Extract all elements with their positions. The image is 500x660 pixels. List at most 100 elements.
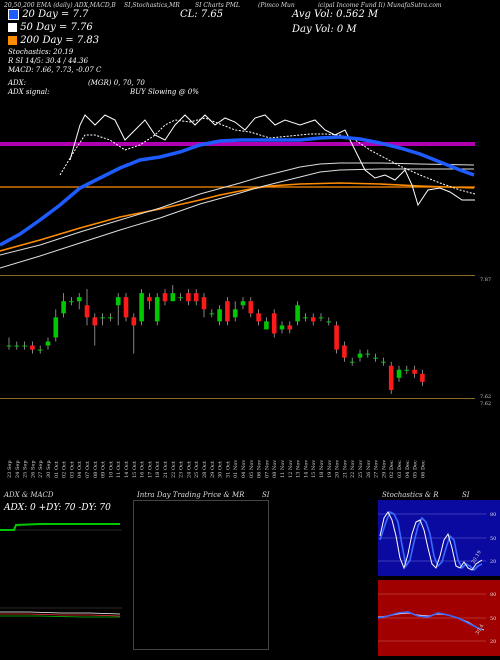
date-tick-label: 06 Nov: [257, 460, 263, 478]
adx-line: [0, 523, 120, 531]
candle-body: [365, 353, 371, 355]
date-tick-label: 04 Oct: [77, 461, 83, 478]
date-tick-label: 08 Nov: [272, 460, 278, 478]
date-tick-label: 29 Oct: [210, 461, 216, 478]
candle-body: [349, 361, 355, 363]
date-tick-label: 14 Oct: [124, 461, 130, 478]
candle-body: [232, 309, 238, 318]
chart-title-name: (Pimco Mun: [258, 2, 295, 9]
date-tick-label: 03 Dec: [397, 460, 403, 478]
chart-title-ticker: SI Charts PML: [195, 2, 240, 9]
date-tick-label: 01 Oct: [54, 461, 60, 478]
candle-body: [248, 301, 254, 314]
chart-title-left: 20,50,200 EMA (daily) ADX,MACD,B: [4, 2, 116, 9]
candle-body: [326, 321, 332, 323]
candle-body: [373, 357, 378, 359]
rsi-tick-50: 50: [490, 616, 496, 622]
candle-body: [115, 297, 121, 306]
candle-body: [178, 297, 183, 299]
date-tick-label: 04 Nov: [241, 460, 247, 478]
date-tick-label: 01 Nov: [233, 460, 239, 478]
date-tick-label: 21 Nov: [342, 460, 348, 478]
ema20-legend: 20 Day = 7.7: [22, 9, 89, 20]
date-tick-label: 18 Oct: [155, 461, 161, 478]
candle-body: [69, 301, 74, 303]
candle-body: [162, 293, 168, 302]
date-tick-label: 18 Nov: [319, 460, 325, 478]
stochastic-dotted-line: [59, 117, 476, 195]
candle-body: [84, 305, 90, 318]
rsi-last-value: 30.4: [475, 623, 486, 636]
candle-body: [108, 317, 113, 319]
intraday-panel-si: SI: [262, 491, 270, 499]
date-tick-label: 25 Oct: [194, 461, 200, 478]
date-tick-label: 29 Nov: [381, 460, 387, 478]
candle-body: [45, 341, 51, 346]
date-tick-label: 05 Dec: [413, 460, 419, 478]
date-tick-label: 15 Nov: [311, 460, 317, 478]
ema200-legend: 200 Day = 7.83: [20, 35, 100, 46]
intraday-panel: [133, 500, 269, 650]
date-tick-label: 25 Sep: [23, 460, 29, 478]
candle-body: [100, 317, 105, 319]
date-tick-label: 12 Nov: [288, 460, 294, 478]
date-tick-label: 14 Nov: [303, 460, 309, 478]
lower-price-label-2: 7.62: [480, 401, 492, 407]
candle-body: [334, 325, 339, 350]
candle-body: [342, 345, 347, 358]
chart-title-source: icipal Income Fund Ii) MunafaSutra.com: [318, 2, 442, 9]
date-tick-label: 27 Nov: [374, 460, 380, 478]
adx-values: ADX: 0 +DY: 70 -DY: 70: [4, 503, 111, 513]
candle-body: [295, 305, 300, 322]
ema50-line: [0, 162, 475, 256]
candle-body: [396, 369, 402, 378]
chart-title-mid: SI,Stochastics,MR: [124, 2, 180, 9]
candle-body: [271, 313, 277, 334]
stochastic-k-line: [379, 511, 483, 571]
date-tick-label: 02 Oct: [62, 461, 68, 478]
macd-line: [0, 611, 121, 615]
candle-body: [209, 313, 215, 315]
candle-body: [14, 345, 20, 347]
candle-body: [256, 313, 261, 322]
date-tick-label: 24 Oct: [186, 461, 192, 478]
rsi-line: [378, 611, 483, 631]
stochastics-readout: Stochastics: 20.19: [8, 48, 74, 56]
candle-body: [37, 349, 43, 351]
ema200-line: [0, 182, 475, 252]
date-tick-label: 05 Nov: [249, 460, 255, 478]
date-tick-label: 08 Oct: [93, 461, 99, 478]
date-tick-label: 20 Nov: [335, 460, 341, 478]
date-tick-label: 09 Oct: [101, 461, 107, 478]
adx-signal-label: ADX signal:: [8, 88, 50, 96]
date-tick-label: 11 Oct: [116, 461, 122, 478]
date-tick-label: 07 Oct: [85, 461, 91, 478]
date-tick-label: 19 Nov: [327, 460, 333, 478]
candle-body: [381, 361, 386, 363]
date-tick-label: 23 Oct: [179, 461, 185, 478]
price-line: [69, 114, 475, 207]
rsi-tick-80: 80: [490, 592, 496, 598]
candle-body: [303, 317, 308, 319]
candle-body: [310, 317, 316, 322]
candle-body: [6, 345, 12, 347]
stochastics-panel-title: Stochastics & R: [382, 491, 439, 499]
candle-body: [287, 325, 293, 330]
stoch-tick-80: 80: [490, 512, 496, 518]
candle-body: [217, 309, 222, 322]
close-price: CL: 7.65: [180, 9, 224, 20]
candle-body: [318, 317, 324, 319]
date-tick-label: 13 Nov: [296, 460, 302, 478]
date-tick-label: 02 Dec: [389, 460, 395, 478]
macd-signal-line: [0, 613, 121, 617]
candle-body: [388, 365, 394, 390]
ema20-line: [0, 135, 475, 247]
ema50-legend-swatch: [8, 23, 17, 32]
upper-price-label: 7.87: [480, 277, 492, 283]
date-tick-label: 28 Oct: [202, 461, 208, 478]
candle-body: [123, 297, 129, 318]
date-tick-label: 30 Oct: [218, 461, 224, 478]
candle-body: [279, 325, 285, 330]
candle-body: [412, 369, 417, 374]
date-tick-label: 23 Sep: [7, 460, 13, 478]
